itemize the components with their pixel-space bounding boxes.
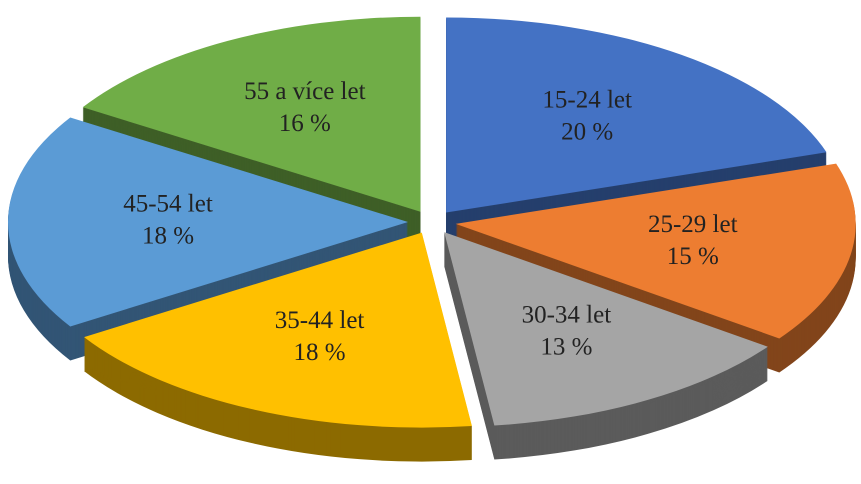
- slice-group: 25-29 let 15 %: [455, 163, 856, 373]
- slice: [82, 16, 421, 212]
- slice-group: 30-34 let 13 %: [444, 232, 768, 460]
- category-label: 30-34 let: [522, 302, 612, 329]
- value-label: 13 %: [540, 334, 592, 361]
- value-label: 16 %: [279, 110, 331, 137]
- slice: [446, 17, 827, 213]
- slice-group: 35-44 let 18 %: [84, 232, 472, 462]
- value-label: 15 %: [667, 243, 719, 270]
- category-label: 55 a více let: [244, 78, 366, 105]
- value-label: 18 %: [294, 339, 346, 366]
- category-label: 45-54 let: [123, 191, 213, 218]
- category-label: 15-24 let: [542, 87, 632, 114]
- slice: [444, 232, 768, 426]
- slice-group: 55 a více let 16 %: [82, 16, 421, 246]
- value-label: 20 %: [561, 119, 613, 146]
- slice-group: 45-54 let 18 %: [7, 117, 408, 361]
- slice-group: 15-24 let 20 %: [446, 17, 827, 247]
- category-label: 25-29 let: [648, 211, 738, 238]
- category-label: 35-44 let: [275, 307, 365, 334]
- slice: [455, 163, 856, 339]
- slice: [84, 232, 472, 428]
- value-label: 18 %: [142, 223, 194, 250]
- slice: [7, 117, 408, 327]
